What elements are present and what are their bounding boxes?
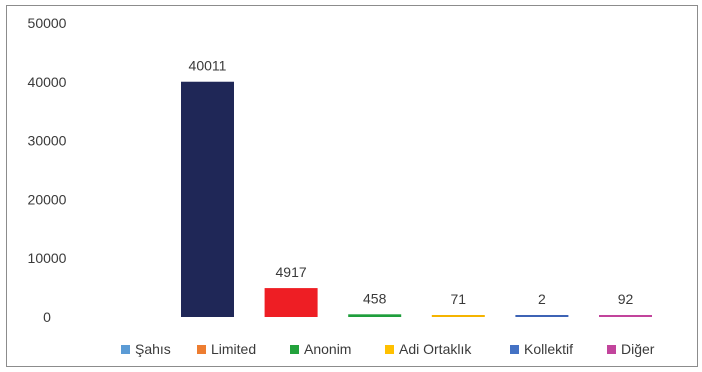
bar-kollektif [515,315,569,317]
legend-item: Anonim [290,341,351,357]
bar-adi-ortakl-k [431,315,485,317]
legend-item: Limited [197,341,256,357]
legend-label: Şahıs [135,341,171,357]
data-label: 4917 [276,264,307,280]
legend-swatch [197,345,206,354]
legend-swatch [121,345,130,354]
bar-anonim [348,314,402,317]
legend-swatch [510,345,519,354]
legend-item: Şahıs [121,341,171,357]
legend-swatch [290,345,299,354]
data-label: 92 [618,291,634,307]
legend-label: Adi Ortaklık [399,341,472,357]
y-tick-label: 20000 [28,191,67,207]
data-label: 458 [363,290,387,306]
data-label: 71 [451,291,467,307]
legend-item: Adi Ortaklık [385,341,472,357]
bar-di-er [599,315,652,317]
legend-item: Diğer [607,341,655,357]
y-tick-label: 50000 [28,15,67,31]
legend-item: Kollektif [510,341,573,357]
y-tick-label: 30000 [28,133,67,149]
legend-label: Anonim [304,341,351,357]
legend-label: Limited [211,341,256,357]
legend-label: Diğer [621,341,655,357]
legend-swatch [385,345,394,354]
chart-frame [6,5,698,367]
data-label: 2 [538,291,546,307]
y-tick-label: 40000 [28,74,67,90]
y-tick-label: 10000 [28,250,67,266]
legend-swatch [607,345,616,354]
y-tick-label: 0 [43,309,51,325]
legend-label: Kollektif [524,341,573,357]
bar-limited [264,288,318,317]
data-label: 40011 [189,58,227,74]
bar--ah-s [181,81,234,317]
